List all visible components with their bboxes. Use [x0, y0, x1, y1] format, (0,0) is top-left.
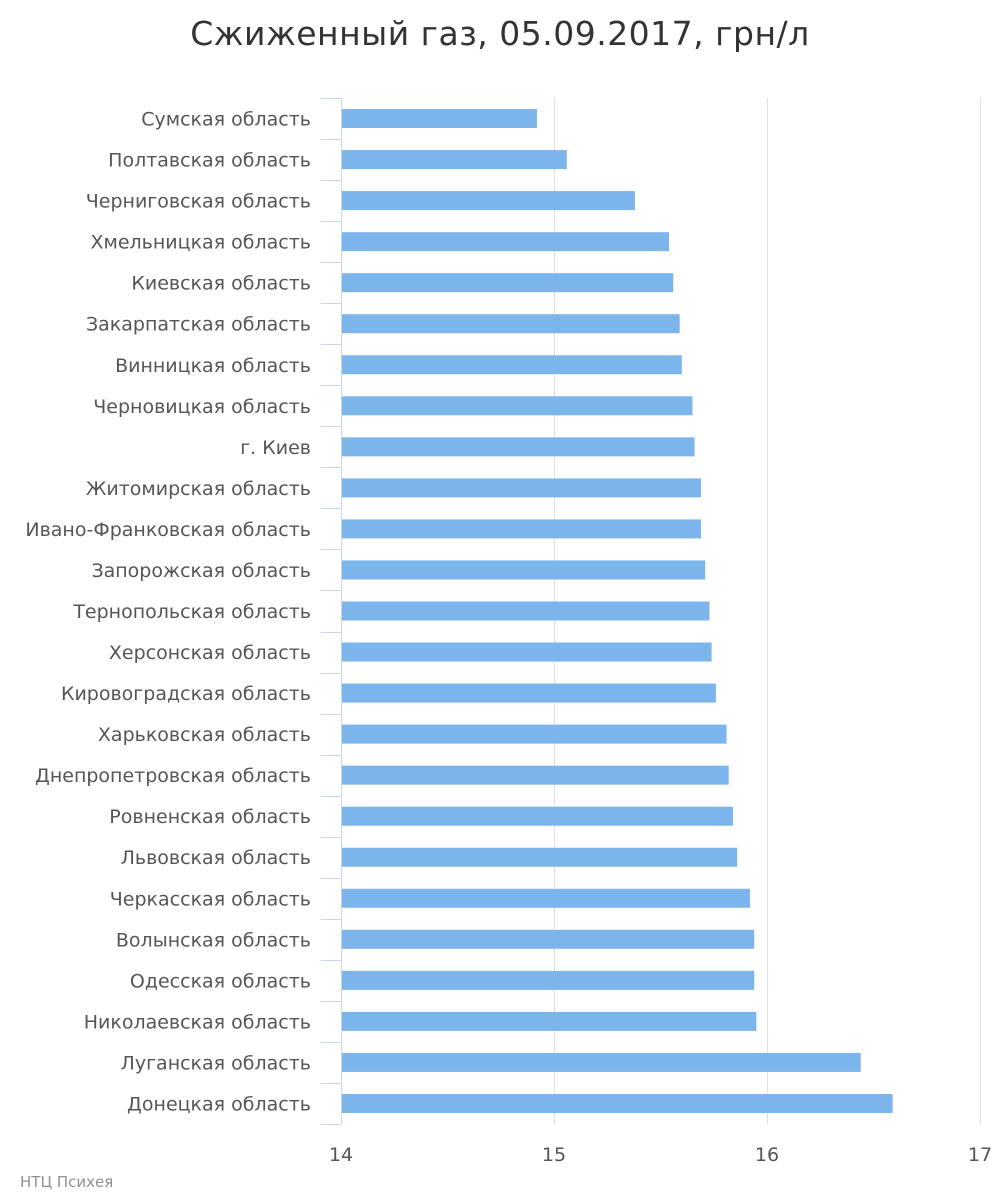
bar	[342, 560, 706, 580]
category-label: Ивано-Франковская область	[25, 519, 311, 541]
x-tick-label: 17	[968, 1144, 992, 1166]
bar	[342, 929, 755, 949]
category-label: Ровненская область	[109, 806, 311, 828]
category-label: Одесская область	[130, 970, 311, 992]
category-label: Днепропетровская область	[35, 765, 311, 787]
bar	[342, 355, 682, 375]
category-label: Запорожская область	[91, 560, 311, 582]
category-label: Луганская область	[121, 1052, 311, 1074]
category-label: Житомирская область	[86, 478, 311, 500]
bar	[342, 888, 750, 908]
bar	[342, 396, 693, 416]
bar	[342, 273, 674, 293]
category-label: Черкасская область	[110, 888, 311, 910]
bar	[342, 765, 729, 785]
bar	[342, 150, 567, 170]
category-label: Харьковская область	[98, 724, 311, 746]
credit-text: НТЦ Психея	[20, 1173, 114, 1191]
bar	[342, 970, 755, 990]
category-label: Сумская область	[141, 109, 311, 131]
category-label: Черновицкая область	[93, 396, 311, 418]
category-label: Кировоградская область	[61, 683, 311, 705]
bar	[342, 806, 733, 826]
bars	[342, 109, 893, 1113]
category-label: Винницкая область	[115, 355, 311, 377]
x-axis-ticks: 14 15 16 17	[329, 1144, 992, 1166]
category-label: Николаевская область	[84, 1011, 311, 1033]
bar	[342, 1011, 757, 1031]
bar	[342, 478, 701, 498]
category-label: Закарпатская область	[86, 314, 311, 336]
x-tick-label: 14	[329, 1144, 353, 1166]
category-label: Донецкая область	[127, 1093, 311, 1115]
bar	[342, 601, 710, 621]
x-tick-label: 15	[542, 1144, 566, 1166]
category-label: Херсонская область	[109, 642, 311, 664]
category-label: Тернопольская область	[72, 601, 311, 623]
category-label: Киевская область	[131, 273, 311, 295]
category-axis	[321, 98, 342, 1125]
bar	[342, 642, 712, 662]
bar	[342, 724, 727, 744]
category-label: Хмельницкая область	[90, 232, 311, 254]
category-label: Полтавская область	[108, 150, 311, 172]
bar	[342, 847, 738, 867]
category-label: Черниговская область	[86, 191, 311, 213]
bar	[342, 232, 670, 252]
bar	[342, 314, 680, 334]
bar	[342, 683, 716, 703]
bar	[342, 437, 695, 457]
bar	[342, 109, 537, 129]
chart-title: Сжиженный газ, 05.09.2017, грн/л	[190, 14, 810, 53]
bar	[342, 191, 635, 211]
category-label: Волынская область	[116, 929, 311, 951]
category-labels: Сумская область Полтавская область Черниго…	[25, 109, 311, 1116]
category-label: г. Киев	[240, 437, 311, 459]
bar	[342, 1093, 893, 1113]
x-tick-label: 16	[755, 1144, 779, 1166]
bar	[342, 519, 701, 539]
category-label: Львовская область	[121, 847, 311, 869]
bar	[342, 1052, 861, 1072]
